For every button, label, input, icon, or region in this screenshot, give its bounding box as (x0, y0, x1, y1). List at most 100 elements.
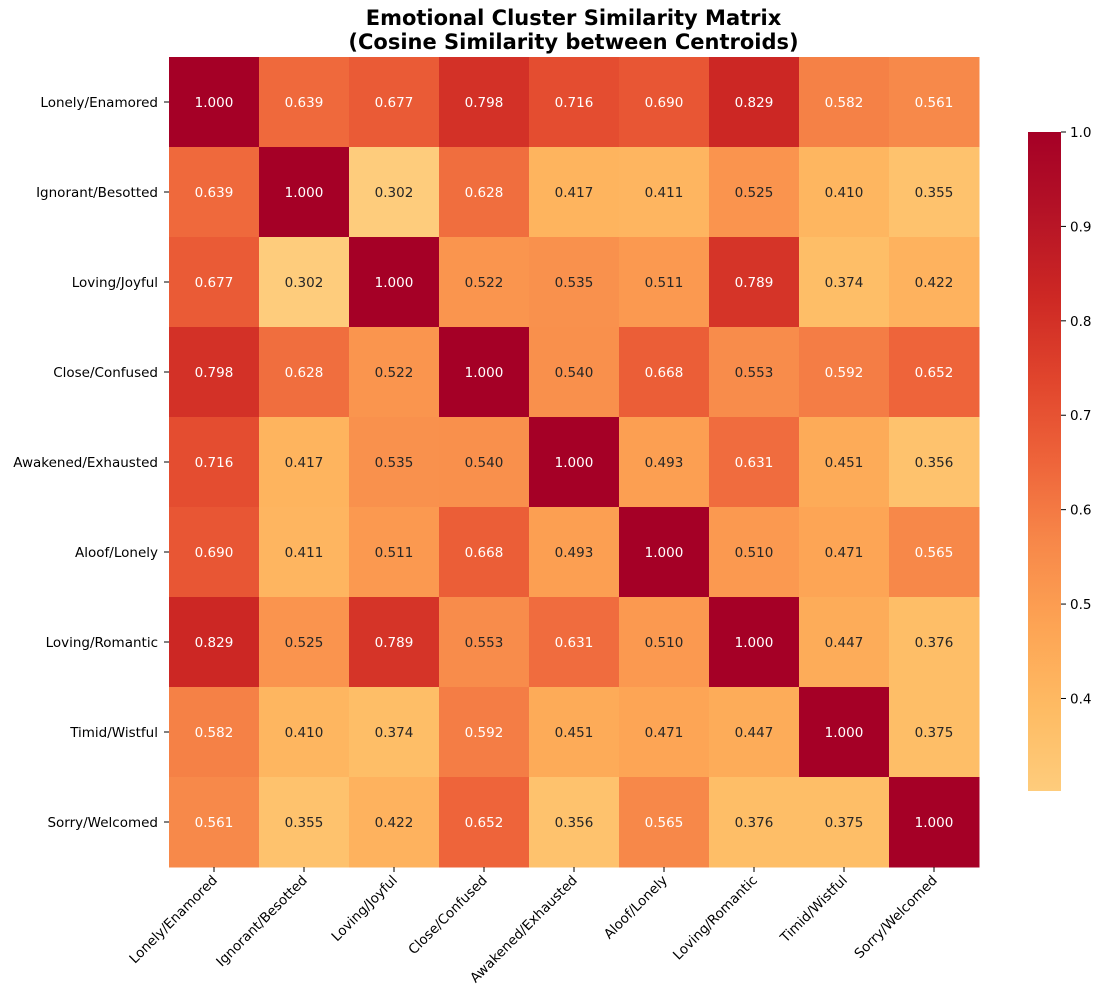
colorbar: 0.4 0.5 0.6 0.7 0.8 0.9 1.0 (1028, 125, 1091, 791)
heatmap-cell (619, 777, 710, 868)
cell-value-label: 0.628 (285, 365, 324, 381)
heatmap-cell (889, 687, 980, 778)
cell-value-label: 0.411 (285, 545, 324, 561)
cell-value-label: 0.553 (465, 635, 504, 651)
cell-value-label: 0.522 (465, 275, 504, 291)
heatmap-cell (169, 147, 260, 238)
heatmap-cell (799, 237, 890, 328)
cell-value-label: 0.451 (555, 725, 594, 741)
heatmap-cell (799, 417, 890, 508)
colorbar-gradient (1028, 132, 1061, 791)
heatmap-cell (349, 327, 440, 418)
heatmap-cell (709, 507, 800, 598)
heatmap-cell (709, 237, 800, 328)
heatmap-cell (709, 147, 800, 238)
cell-value-label: 1.000 (915, 815, 954, 831)
cell-value-label: 0.302 (375, 185, 414, 201)
cell-value-label: 0.447 (735, 725, 774, 741)
x-tick-label: Close/Confused (405, 873, 490, 958)
x-tick-label: Lonely/Enamored (126, 873, 220, 967)
x-tick-label: Sorry/Welcomed (851, 873, 940, 962)
cell-value-label: 0.561 (915, 95, 954, 111)
heatmap-cell (169, 597, 260, 688)
cell-value-label: 0.376 (735, 815, 774, 831)
heatmap-cell (799, 777, 890, 868)
colorbar-tick-label: 0.5 (1070, 597, 1091, 613)
cell-value-label: 0.582 (825, 95, 864, 111)
cell-value-label: 0.493 (555, 545, 594, 561)
heatmap-cell (799, 147, 890, 238)
cell-value-label: 0.374 (375, 725, 414, 741)
y-axis: Lonely/Enamored Ignorant/Besotted Loving/J… (13, 95, 169, 831)
heatmap-cell (259, 147, 350, 238)
heatmap-cell (349, 237, 440, 328)
cell-value-label: 0.789 (375, 635, 414, 651)
cell-value-label: 0.592 (825, 365, 864, 381)
cell-value-label: 0.582 (195, 725, 234, 741)
y-tick-label: Sorry/Welcomed (47, 815, 158, 831)
heatmap-cell (529, 507, 620, 598)
heatmap-cell (439, 597, 530, 688)
heatmap-cell (259, 507, 350, 598)
cell-value-label: 0.592 (465, 725, 504, 741)
heatmap-cell (799, 507, 890, 598)
heatmap-cell (439, 57, 530, 148)
heatmap-cell (529, 327, 620, 418)
cell-value-label: 0.639 (285, 95, 324, 111)
cell-value-label: 0.690 (195, 545, 234, 561)
cell-value-label: 0.447 (825, 635, 864, 651)
heatmap-cell (709, 57, 800, 148)
heatmap-cell (439, 327, 530, 418)
heatmap-cell (799, 597, 890, 688)
heatmap-cell (529, 687, 620, 778)
cell-value-label: 0.668 (465, 545, 504, 561)
cell-value-label: 0.628 (465, 185, 504, 201)
colorbar-ticks: 0.4 0.5 0.6 0.7 0.8 0.9 1.0 (1061, 125, 1091, 707)
heatmap-cell (259, 417, 350, 508)
heatmap-cell (619, 237, 710, 328)
cell-value-label: 0.471 (645, 725, 684, 741)
heatmap-cell (349, 597, 440, 688)
heatmap-cell (349, 147, 440, 238)
cell-value-label: 1.000 (555, 455, 594, 471)
heatmap-cell (529, 147, 620, 238)
cell-value-label: 0.690 (645, 95, 684, 111)
colorbar-tick-label: 0.4 (1070, 691, 1091, 707)
heatmap-cell (709, 687, 800, 778)
cell-value-label: 0.493 (645, 455, 684, 471)
heatmap-cell (439, 507, 530, 598)
cell-value-label: 0.668 (645, 365, 684, 381)
heatmap-cell (169, 57, 260, 148)
heatmap-cell (889, 507, 980, 598)
heatmap-cell (799, 327, 890, 418)
cell-value-label: 0.422 (915, 275, 954, 291)
heatmap-cell (529, 417, 620, 508)
heatmap-cell (349, 507, 440, 598)
cell-value-label: 0.631 (555, 635, 594, 651)
heatmap-cell (169, 417, 260, 508)
cell-value-label: 1.000 (735, 635, 774, 651)
cell-value-label: 0.565 (645, 815, 684, 831)
heatmap-cell (259, 237, 350, 328)
heatmap-cell (619, 417, 710, 508)
cell-value-label: 0.376 (915, 635, 954, 651)
x-tick-label: Loving/Romantic (670, 873, 761, 964)
heatmap-cell (259, 777, 350, 868)
heatmap-cell (529, 57, 620, 148)
heatmap-cell (259, 687, 350, 778)
heatmap-cell (439, 147, 530, 238)
heatmap-cell-labels: 1.000 0.639 0.677 0.798 0.716 0.690 0.829 0.582… (195, 95, 954, 831)
colorbar-tick-label: 0.7 (1070, 408, 1091, 424)
cell-value-label: 0.410 (285, 725, 324, 741)
heatmap-cell (709, 597, 800, 688)
colorbar-tick-label: 0.8 (1070, 314, 1091, 330)
heatmap-cell (889, 327, 980, 418)
cell-value-label: 0.417 (285, 455, 324, 471)
heatmap-cell (169, 687, 260, 778)
cell-value-label: 0.540 (465, 455, 504, 471)
cell-value-label: 0.375 (915, 725, 954, 741)
cell-value-label: 0.716 (195, 455, 234, 471)
x-tick-label: Ignorant/Besotted (213, 873, 311, 971)
y-tick-label: Ignorant/Besotted (36, 185, 158, 201)
heatmap-cell (619, 57, 710, 148)
